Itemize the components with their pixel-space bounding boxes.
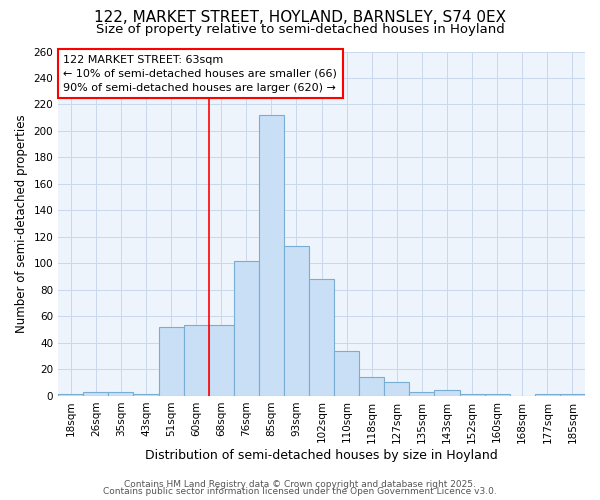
Bar — [434, 390, 460, 396]
Bar — [409, 392, 434, 396]
Bar — [334, 350, 359, 396]
Text: Size of property relative to semi-detached houses in Hoyland: Size of property relative to semi-detach… — [95, 22, 505, 36]
Bar — [485, 394, 510, 396]
Y-axis label: Number of semi-detached properties: Number of semi-detached properties — [15, 114, 28, 333]
Bar — [535, 394, 560, 396]
Bar — [385, 382, 409, 396]
Text: 122, MARKET STREET, HOYLAND, BARNSLEY, S74 0EX: 122, MARKET STREET, HOYLAND, BARNSLEY, S… — [94, 10, 506, 25]
Bar — [133, 394, 158, 396]
Bar — [309, 279, 334, 396]
Text: Contains public sector information licensed under the Open Government Licence v3: Contains public sector information licen… — [103, 487, 497, 496]
Bar — [234, 260, 259, 396]
Bar — [460, 394, 485, 396]
Text: Contains HM Land Registry data © Crown copyright and database right 2025.: Contains HM Land Registry data © Crown c… — [124, 480, 476, 489]
Bar — [158, 327, 184, 396]
Bar — [560, 394, 585, 396]
Bar — [58, 394, 83, 396]
Text: 122 MARKET STREET: 63sqm
← 10% of semi-detached houses are smaller (66)
90% of s: 122 MARKET STREET: 63sqm ← 10% of semi-d… — [64, 55, 337, 93]
Bar — [284, 246, 309, 396]
Bar — [359, 377, 385, 396]
Bar — [109, 392, 133, 396]
Bar — [259, 115, 284, 396]
X-axis label: Distribution of semi-detached houses by size in Hoyland: Distribution of semi-detached houses by … — [145, 450, 498, 462]
Bar — [184, 326, 209, 396]
Bar — [209, 326, 234, 396]
Bar — [83, 392, 109, 396]
